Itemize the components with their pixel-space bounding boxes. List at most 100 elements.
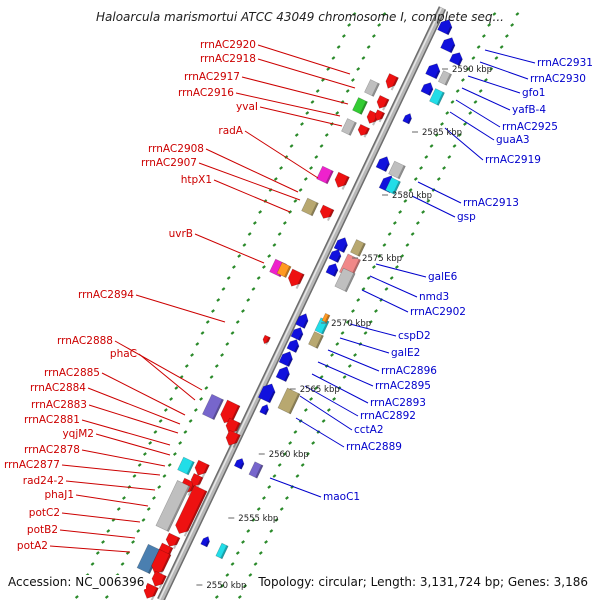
- gene-shadow: [390, 76, 399, 91]
- gene-shape: [376, 95, 390, 109]
- tick-dot: [494, 56, 499, 60]
- gene-left: [341, 118, 357, 136]
- tick-dot: [246, 298, 251, 302]
- gene-shadow: [239, 462, 245, 470]
- gene-shape: [316, 165, 334, 185]
- gene-label-left: potA2: [17, 540, 48, 552]
- gene-label-right: gfo1: [522, 87, 545, 99]
- gene-label-right: cspD2: [398, 330, 431, 342]
- leader-line-left: [205, 148, 299, 193]
- gene-right: [449, 52, 463, 67]
- tick-dot: [347, 364, 352, 368]
- gene-right: [385, 177, 401, 195]
- tick-dot: [471, 56, 476, 60]
- gene-left: [316, 165, 334, 185]
- gene-shape: [334, 267, 356, 293]
- gene-left: [287, 268, 305, 290]
- gene-shape: [257, 383, 276, 404]
- scale-label: 2570 kbp: [331, 319, 371, 329]
- tick-dot: [366, 45, 371, 49]
- gene-shadow: [449, 44, 456, 53]
- gene-shadow: [436, 91, 445, 106]
- leader-line-left: [87, 387, 181, 425]
- tick-dot: [274, 518, 279, 522]
- tick-dot: [408, 188, 413, 192]
- tick-dot: [285, 496, 289, 500]
- tick-dot: [361, 287, 366, 291]
- gene-right: [295, 313, 309, 329]
- gene-label-left: phaJ1: [44, 489, 74, 501]
- tick-dot: [90, 562, 95, 566]
- tick-dot: [382, 12, 387, 16]
- left-gene-labels: rrnAC2920 rrnAC2918 rrnAC2917 rrnAC2916yvaI…: [4, 39, 258, 552]
- leader-line-right: [269, 477, 322, 498]
- gene-shadow: [327, 209, 334, 221]
- gene-shadow: [357, 242, 366, 257]
- gene-left: [225, 429, 241, 448]
- leader-line-left: [65, 480, 156, 491]
- gene-label-right: rrnAC2889: [346, 441, 402, 453]
- tick-dot: [225, 573, 230, 577]
- gene-shadow: [348, 121, 357, 136]
- gene-right: [215, 542, 229, 560]
- tick-track-outer-right: [237, 12, 520, 599]
- tick-dot: [120, 562, 125, 566]
- scale-label: 2575 kbp: [362, 254, 402, 264]
- gene-left: [177, 456, 195, 476]
- gene-shape: [165, 532, 181, 547]
- gene-label-right: galE6: [428, 271, 458, 283]
- gene-shape: [402, 113, 412, 125]
- tick-dot: [298, 188, 303, 192]
- gene-right: [328, 249, 342, 263]
- gene-label-right: rrnAC2913: [463, 197, 519, 209]
- gene-shape: [248, 461, 264, 479]
- tick-dot: [421, 210, 426, 214]
- tick-dot: [279, 166, 283, 170]
- gene-label-right: galE2: [391, 347, 420, 359]
- gene-right: [333, 237, 348, 254]
- tick-dot: [226, 276, 231, 280]
- gene-label-left: potC2: [29, 507, 60, 519]
- tick-dot: [262, 265, 266, 269]
- tick-dot: [335, 342, 340, 346]
- gene-left: [376, 95, 390, 111]
- gene-shape: [215, 542, 229, 560]
- gene-label-left: rrnAC2894: [78, 289, 134, 301]
- gene-shape: [420, 82, 434, 96]
- gene-right: [429, 88, 445, 106]
- tick-dot: [247, 232, 252, 236]
- tick-dot: [345, 89, 350, 93]
- tick-dot: [269, 529, 274, 533]
- leader-line-right: [461, 87, 511, 111]
- tick-dot: [214, 364, 219, 368]
- gene-right: [334, 267, 356, 293]
- tick-dot: [258, 551, 263, 555]
- tick-dot: [345, 320, 350, 324]
- gene-shadow: [342, 244, 348, 253]
- leader-line-right: [327, 349, 380, 372]
- gene-shadow: [310, 202, 319, 216]
- gene-label-left: phaC: [110, 348, 137, 360]
- gene-label-right: rrnAC2925: [502, 121, 558, 133]
- gene-shape: [385, 177, 401, 195]
- gene-label-left: uvrB: [169, 228, 193, 240]
- gene-shadow: [341, 176, 350, 190]
- gene-shape: [374, 109, 386, 121]
- tick-dot: [122, 496, 126, 500]
- tick-dot: [157, 485, 162, 489]
- tick-dot: [476, 45, 481, 49]
- gene-left: [364, 79, 380, 97]
- tick-dot: [395, 265, 399, 269]
- gene-label-right: guaA3: [496, 134, 530, 146]
- gene-label-left: rrnAC2885: [44, 367, 100, 379]
- tick-dot: [258, 210, 263, 214]
- gene-right: [402, 113, 412, 125]
- gene-label-left: rrnAC2920: [200, 39, 256, 51]
- leader-line-right: [311, 373, 369, 404]
- tick-dot: [230, 331, 235, 335]
- tick-dot: [137, 463, 142, 467]
- tick-track-outer-left: [74, 12, 357, 599]
- gene-shadow: [371, 82, 380, 97]
- gene-shadow: [288, 393, 301, 414]
- tick-dot: [262, 496, 266, 500]
